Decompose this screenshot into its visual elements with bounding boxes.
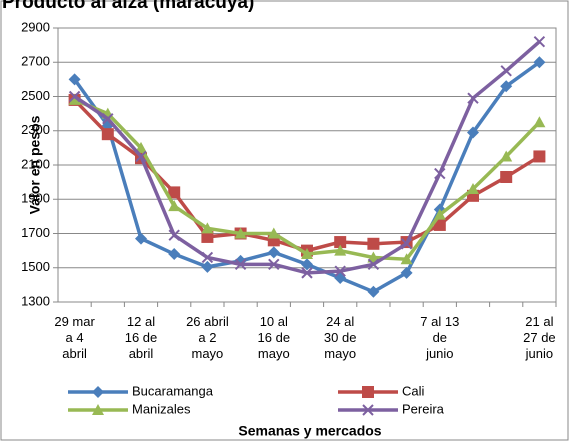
marker (135, 141, 147, 153)
x-tick-label: 21 al 27 de junio (523, 314, 556, 361)
marker (301, 267, 313, 279)
marker (362, 404, 374, 416)
marker (92, 404, 104, 415)
marker (500, 150, 513, 162)
marker (362, 386, 374, 398)
marker (301, 248, 313, 260)
marker (267, 227, 280, 239)
marker (168, 200, 181, 212)
marker (201, 230, 214, 243)
y-tick-label: 1500 (21, 259, 50, 274)
y-tick-label: 2700 (21, 54, 50, 69)
marker (234, 227, 247, 239)
y-axis-title: Valor en pesos (27, 115, 43, 214)
legend-label: Cali (402, 383, 425, 398)
marker (168, 229, 180, 241)
x-axis-title: Semanas y mercados (238, 423, 381, 439)
marker (400, 253, 413, 265)
marker (467, 182, 479, 194)
marker (467, 126, 479, 139)
marker (168, 248, 181, 261)
marker (433, 208, 446, 220)
marker (500, 80, 513, 93)
chart-title: Producto al alza (maracuyá) (2, 0, 254, 13)
marker (301, 258, 313, 271)
x-tick-label: 26 abril a 2 mayo (186, 314, 229, 361)
marker (135, 150, 147, 163)
marker (201, 260, 214, 273)
marker (234, 258, 247, 271)
marker (201, 251, 214, 264)
marker (68, 93, 81, 105)
marker (267, 246, 280, 259)
marker (101, 128, 114, 141)
marker (268, 258, 280, 271)
marker (433, 218, 446, 231)
y-tick-label: 1300 (21, 293, 50, 308)
x-tick-label: 10 al 16 de mayo (258, 314, 291, 361)
x-tick-label: 12 al 16 de abril (125, 314, 158, 361)
x-tick-label: 7 al 13 de junio (420, 314, 459, 361)
marker (367, 237, 380, 250)
marker (92, 386, 104, 398)
marker (400, 238, 413, 250)
x-tick-label: 24 al 30 de mayo (324, 314, 357, 361)
marker (168, 186, 181, 199)
y-tick-label: 1700 (21, 225, 50, 240)
y-tick-label: 2100 (21, 156, 50, 171)
legend-label: Pereira (402, 401, 445, 416)
marker (500, 65, 512, 77)
marker (135, 232, 147, 245)
marker (367, 251, 380, 263)
marker (434, 167, 446, 180)
marker (400, 266, 413, 279)
marker (367, 285, 380, 298)
marker (533, 35, 546, 48)
y-tick-label: 2500 (21, 88, 50, 103)
marker (334, 244, 347, 256)
marker (533, 150, 546, 163)
marker (500, 170, 513, 183)
marker (68, 73, 81, 86)
legend-label: Manizales (132, 401, 191, 416)
marker (367, 258, 380, 271)
y-tick-label: 2900 (21, 19, 50, 34)
marker (334, 236, 347, 249)
marker (201, 222, 214, 234)
marker (533, 56, 546, 69)
legend-label: Bucaramanga (132, 383, 214, 398)
y-tick-label: 1900 (21, 191, 50, 206)
y-tick-label: 2300 (21, 122, 50, 137)
marker (467, 92, 479, 104)
marker (102, 113, 114, 125)
x-tick-label: 29 mar a 4 abril (54, 314, 95, 361)
marker (68, 90, 81, 103)
marker (334, 265, 346, 277)
marker (533, 116, 546, 128)
